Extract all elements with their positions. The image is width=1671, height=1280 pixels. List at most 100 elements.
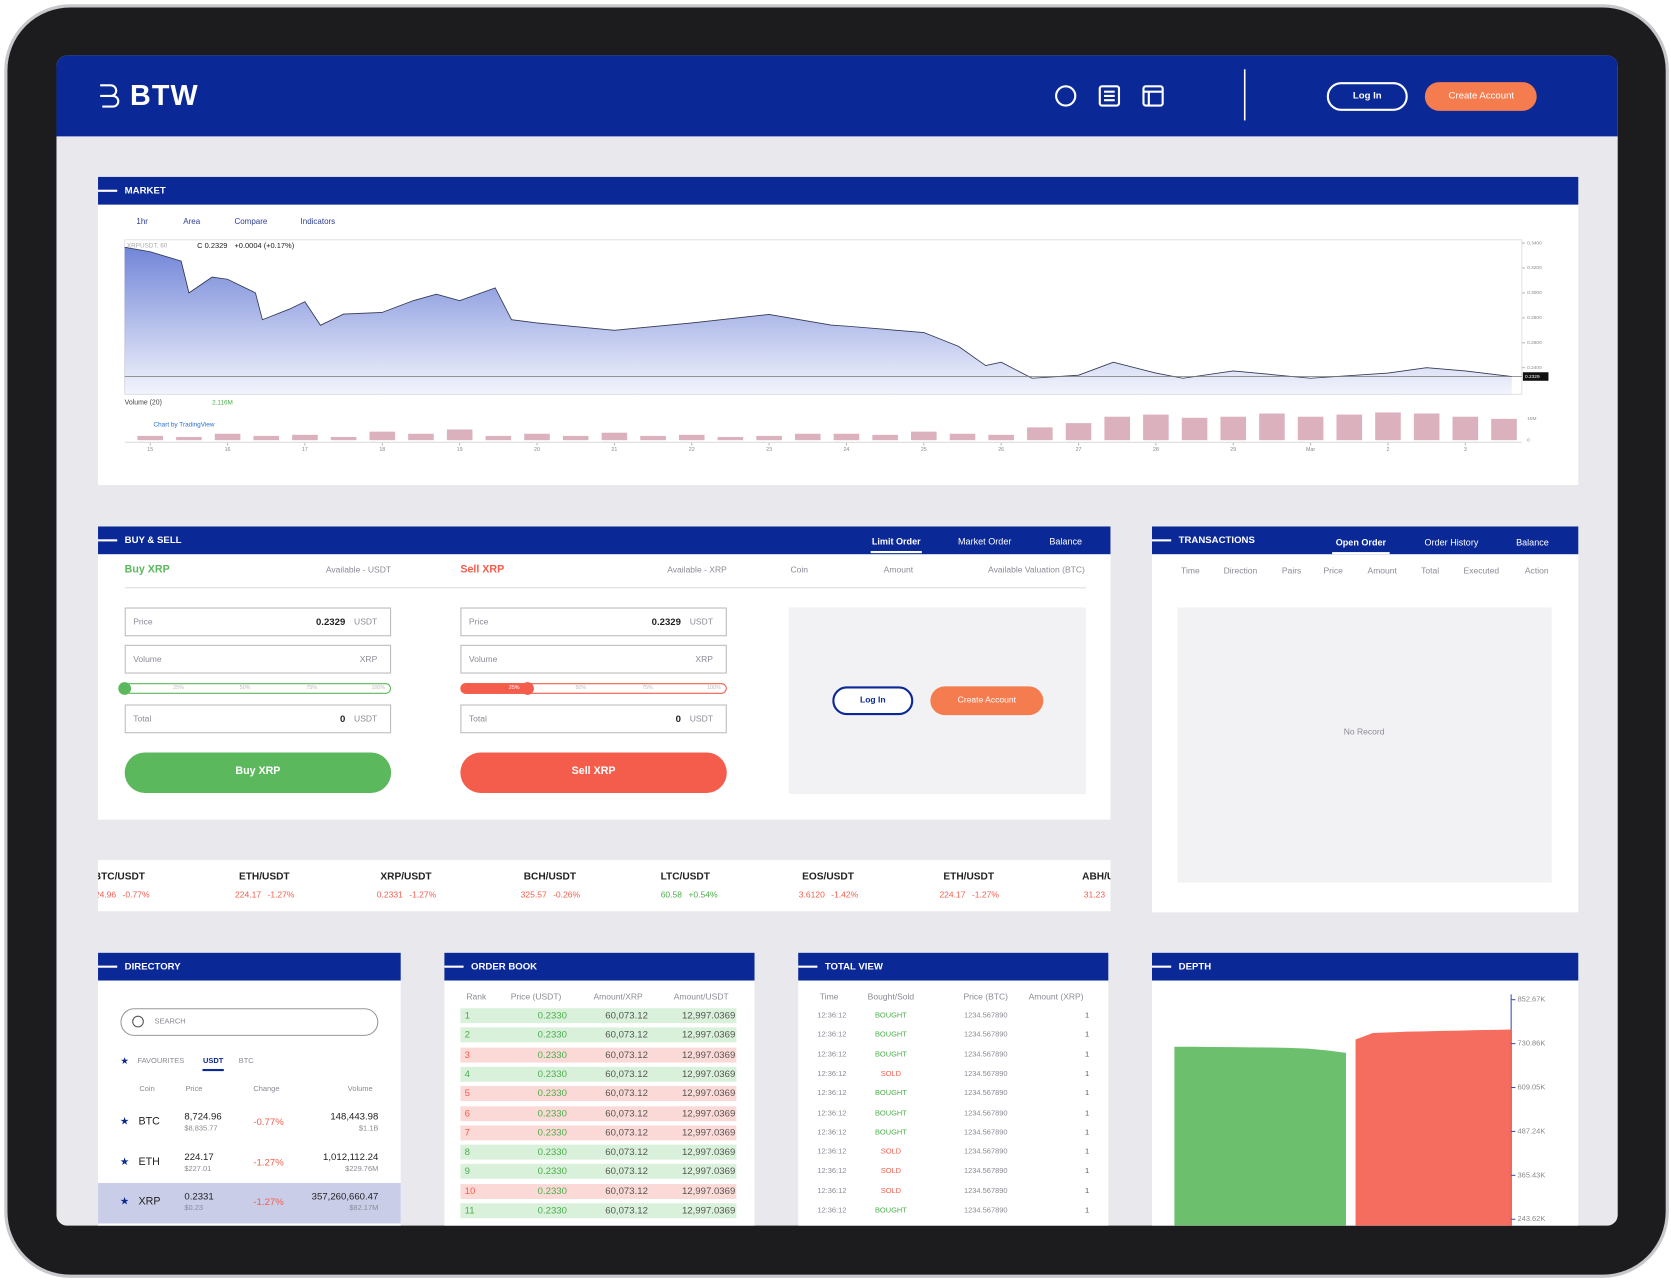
create-account-button[interactable] (1424, 82, 1537, 111)
ticker-pair[interactable]: LTC/USDT (660, 871, 710, 883)
action-button-text[interactable]: Buy XRP (235, 765, 281, 777)
divider (124, 587, 1086, 589)
price-usd: $227.01 (184, 1164, 212, 1173)
side: BOUGHT (874, 1128, 907, 1137)
layout-icon[interactable] (1142, 85, 1164, 107)
column-header: Rank (466, 992, 487, 1002)
tab[interactable]: Market Order (958, 535, 1012, 547)
amount: 60,073.12 (605, 1204, 648, 1216)
column-header: Total (1421, 565, 1440, 576)
settings-icon-lines (1104, 90, 1115, 102)
depth-panel-header (1152, 952, 1579, 981)
input-label: Volume (133, 654, 162, 664)
slider-knob[interactable] (118, 682, 132, 695)
amount: 1 (1084, 1089, 1090, 1098)
tab[interactable]: BTC (238, 1057, 254, 1066)
tab[interactable]: Open Order (1335, 536, 1387, 548)
tab[interactable]: Order History (1424, 536, 1479, 548)
slider-track[interactable] (124, 683, 392, 694)
price-usd: $0.23 (184, 1204, 204, 1213)
login-text[interactable]: Log In (860, 694, 886, 705)
chart-tool[interactable]: 1hr (136, 216, 148, 227)
order-row (460, 1027, 737, 1043)
tab[interactable]: USDT (202, 1057, 224, 1066)
ticker-pair[interactable]: EOS/USDT (802, 871, 854, 883)
amount: 60,073.12 (605, 1009, 648, 1021)
time: 12:36:12 (817, 1206, 847, 1215)
slider-step: 75% (642, 684, 653, 692)
order-row (460, 1125, 737, 1141)
input[interactable] (460, 704, 727, 734)
action-button[interactable] (460, 752, 727, 793)
login-text[interactable]: Log In (1352, 90, 1382, 101)
ticker-pair[interactable]: ETH/USDT (238, 871, 290, 883)
column-header: Direction (1223, 565, 1258, 576)
empty-area (1177, 607, 1552, 883)
column-header[interactable]: Change (253, 1085, 280, 1093)
action-button[interactable] (124, 752, 392, 793)
ticker-pair[interactable]: ETH/USDT (943, 871, 995, 883)
settings-icon[interactable] (1098, 85, 1121, 107)
amount: 60,073.12 (605, 1048, 648, 1060)
coin[interactable]: BTC (138, 1115, 160, 1128)
login-button[interactable] (832, 686, 914, 716)
change: -1.27% (253, 1196, 284, 1207)
input-unit: USDT (354, 617, 378, 627)
rank: 10 (464, 1185, 476, 1197)
action-button-text[interactable]: Sell XRP (571, 765, 616, 777)
column-header: Amount (1367, 565, 1397, 576)
order-row (460, 1086, 737, 1102)
star-icon: ★ (119, 1115, 130, 1128)
input[interactable] (124, 607, 392, 637)
create-account-button[interactable] (930, 686, 1044, 716)
column-header[interactable]: Price (185, 1085, 203, 1093)
amount: 1 (1084, 1070, 1090, 1078)
time: 12:36:12 (817, 1070, 847, 1078)
column-header: Time (1181, 565, 1200, 576)
search-placeholder[interactable]: SEARCH (154, 1018, 186, 1026)
input[interactable] (460, 644, 727, 674)
price: 1234.567890 (963, 1011, 1008, 1020)
column-header[interactable]: Coin (139, 1085, 155, 1093)
total: 12,997.0369 (681, 1185, 736, 1197)
price: 1234.567890 (963, 1187, 1008, 1195)
side: BOUGHT (874, 1206, 907, 1215)
palette-icon[interactable] (1055, 85, 1077, 107)
market-panel-header (98, 176, 1579, 205)
input-value: 0.2329 (315, 616, 346, 628)
input-label: Total (133, 714, 152, 724)
coin[interactable]: XRP (138, 1195, 161, 1208)
chart-tool[interactable]: Area (183, 216, 201, 227)
ticker-pair[interactable]: XRP/USDT (380, 871, 432, 883)
column-header[interactable]: Volume (347, 1085, 373, 1093)
input[interactable] (124, 704, 392, 734)
tab[interactable]: Balance (1516, 536, 1549, 548)
tab[interactable]: Limit Order (871, 535, 921, 547)
slider-knob[interactable] (520, 682, 534, 695)
search-box[interactable] (120, 1008, 379, 1036)
ticker-pair[interactable]: ABH/USDT (1082, 871, 1110, 883)
ticker-pair[interactable]: BTC/USDT (98, 871, 145, 883)
column-header: Price (USDT) (510, 992, 562, 1002)
tab[interactable]: Balance (1049, 535, 1083, 547)
create-account-text[interactable]: Create Account (957, 694, 1016, 705)
amount: 60,073.12 (605, 1126, 648, 1138)
header-dash (98, 189, 118, 192)
ticker-pair[interactable]: BCH/USDT (523, 871, 577, 883)
coin[interactable]: ETH (138, 1155, 160, 1168)
search-icon (132, 1015, 144, 1028)
login-button[interactable] (1326, 82, 1408, 111)
tab[interactable]: FAVOURITES (137, 1057, 185, 1066)
chart-tool[interactable]: Compare (234, 216, 268, 227)
side: BOUGHT (874, 1031, 907, 1039)
create-account-text[interactable]: Create Account (1448, 90, 1515, 101)
rank: 8 (464, 1146, 470, 1158)
input[interactable] (124, 644, 392, 674)
amount: 60,073.12 (605, 1185, 648, 1197)
chart-tool[interactable]: Indicators (300, 216, 336, 227)
directory-panel-header (98, 952, 401, 981)
order-row (460, 1183, 737, 1199)
input[interactable] (460, 607, 727, 637)
column-header: Amount (XRP) (1028, 992, 1084, 1002)
